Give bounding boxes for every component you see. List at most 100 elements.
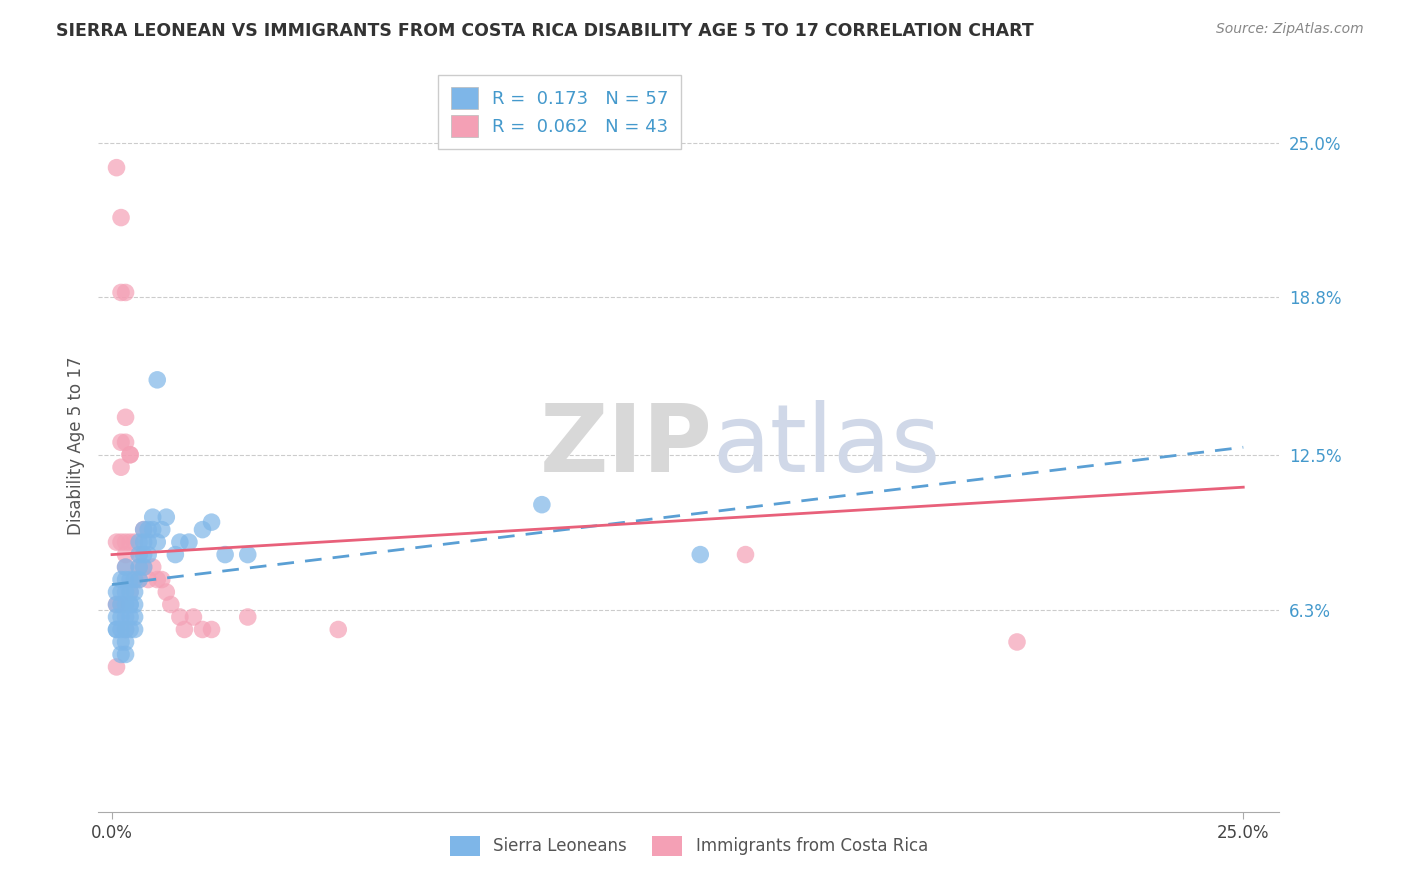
Point: [114, 285, 136, 300]
Point: [114, 623, 136, 637]
Point: [114, 585, 136, 599]
Point: [124, 573, 146, 587]
Point: [124, 585, 146, 599]
Point: [689, 548, 711, 562]
Point: [105, 598, 128, 612]
Point: [169, 535, 191, 549]
Point: [142, 510, 165, 524]
Point: [183, 610, 205, 624]
Text: Source: ZipAtlas.com: Source: ZipAtlas.com: [1216, 22, 1364, 37]
Text: SIERRA LEONEAN VS IMMIGRANTS FROM COSTA RICA DISABILITY AGE 5 TO 17 CORRELATION : SIERRA LEONEAN VS IMMIGRANTS FROM COSTA …: [56, 22, 1033, 40]
Point: [530, 498, 553, 512]
Point: [114, 435, 136, 450]
Point: [142, 560, 165, 574]
Point: [110, 285, 132, 300]
Point: [136, 523, 159, 537]
Point: [114, 648, 136, 662]
Point: [128, 560, 150, 574]
Point: [110, 635, 132, 649]
Point: [132, 523, 155, 537]
Point: [214, 548, 236, 562]
Point: [114, 410, 136, 425]
Point: [236, 548, 259, 562]
Point: [110, 598, 132, 612]
Point: [114, 635, 136, 649]
Point: [165, 548, 187, 562]
Point: [120, 623, 142, 637]
Point: [120, 448, 142, 462]
Point: [120, 585, 142, 599]
Point: [105, 161, 128, 175]
Point: [146, 573, 169, 587]
Point: [120, 598, 142, 612]
Point: [132, 523, 155, 537]
Point: [150, 523, 173, 537]
Point: [150, 573, 173, 587]
Point: [120, 598, 142, 612]
Point: [110, 623, 132, 637]
Point: [105, 610, 128, 624]
Point: [114, 573, 136, 587]
Point: [132, 560, 155, 574]
Y-axis label: Disability Age 5 to 17: Disability Age 5 to 17: [66, 357, 84, 535]
Point: [124, 573, 146, 587]
Point: [236, 610, 259, 624]
Point: [105, 623, 128, 637]
Point: [110, 535, 132, 549]
Point: [173, 623, 195, 637]
Point: [124, 610, 146, 624]
Point: [128, 548, 150, 562]
Point: [136, 548, 159, 562]
Point: [105, 598, 128, 612]
Point: [114, 560, 136, 574]
Point: [200, 515, 222, 529]
Point: [128, 573, 150, 587]
Legend: Sierra Leoneans, Immigrants from Costa Rica: Sierra Leoneans, Immigrants from Costa R…: [437, 822, 941, 869]
Point: [120, 585, 142, 599]
Point: [191, 523, 214, 537]
Point: [114, 610, 136, 624]
Point: [191, 623, 214, 637]
Point: [120, 610, 142, 624]
Point: [132, 548, 155, 562]
Point: [120, 573, 142, 587]
Point: [132, 560, 155, 574]
Point: [200, 623, 222, 637]
Point: [177, 535, 200, 549]
Point: [114, 548, 136, 562]
Point: [105, 623, 128, 637]
Point: [110, 598, 132, 612]
Point: [128, 548, 150, 562]
Point: [1005, 635, 1028, 649]
Point: [110, 211, 132, 225]
Point: [155, 585, 177, 599]
Point: [734, 548, 756, 562]
Point: [110, 585, 132, 599]
Point: [136, 535, 159, 549]
Point: [146, 535, 169, 549]
Point: [120, 535, 142, 549]
Point: [155, 510, 177, 524]
Text: ZIP: ZIP: [540, 400, 713, 492]
Point: [124, 623, 146, 637]
Point: [105, 660, 128, 674]
Point: [128, 535, 150, 549]
Point: [146, 373, 169, 387]
Point: [120, 448, 142, 462]
Text: atlas: atlas: [713, 400, 941, 492]
Point: [105, 585, 128, 599]
Point: [128, 560, 150, 574]
Point: [142, 523, 165, 537]
Point: [128, 573, 150, 587]
Point: [110, 648, 132, 662]
Point: [110, 573, 132, 587]
Point: [105, 535, 128, 549]
Point: [159, 598, 181, 612]
Point: [124, 535, 146, 549]
Point: [110, 460, 132, 475]
Point: [169, 610, 191, 624]
Point: [114, 535, 136, 549]
Point: [124, 598, 146, 612]
Point: [114, 598, 136, 612]
Point: [114, 623, 136, 637]
